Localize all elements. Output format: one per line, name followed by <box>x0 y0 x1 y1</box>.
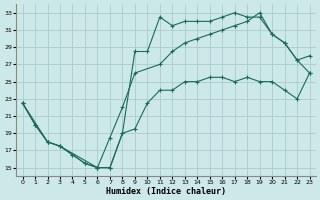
X-axis label: Humidex (Indice chaleur): Humidex (Indice chaleur) <box>106 187 226 196</box>
